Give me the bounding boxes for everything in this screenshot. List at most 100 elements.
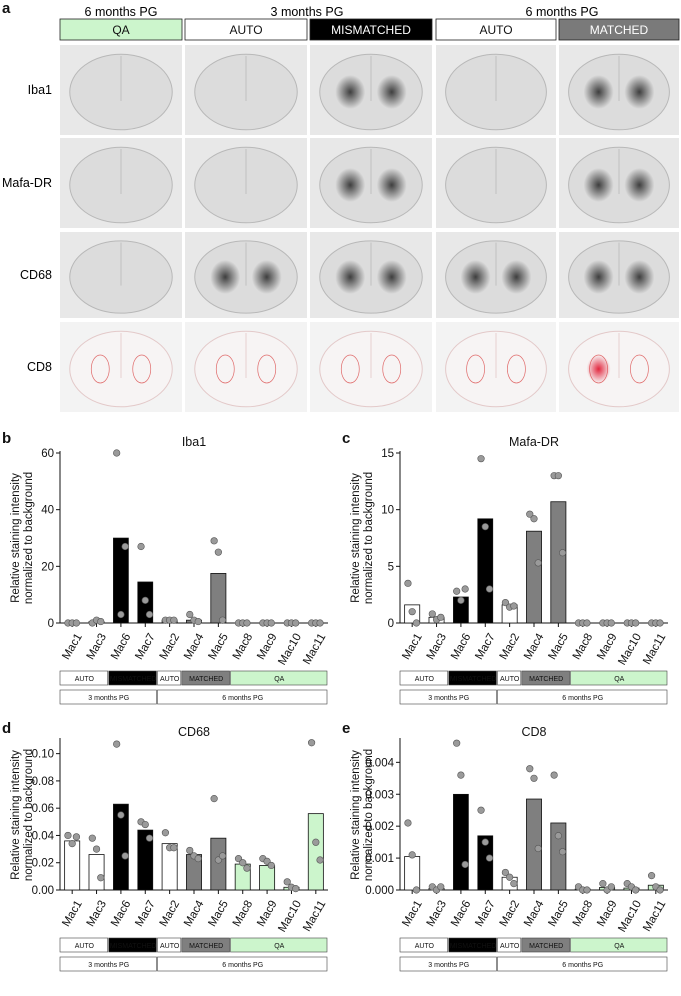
- staining-hotspot: [335, 75, 366, 109]
- y-tick-label: 0.004: [365, 757, 394, 769]
- period-legend-label: 3 months PG: [88, 962, 129, 969]
- group-legend-label: AUTO: [75, 943, 95, 950]
- x-tick-label: Mac6: [449, 632, 473, 662]
- group-legend-label: AUTO: [160, 943, 180, 950]
- bar: [550, 501, 567, 624]
- x-tick-label: Mac5: [206, 632, 230, 662]
- staining-hotspot: [501, 260, 532, 294]
- panel-letter-d: d: [2, 720, 12, 737]
- y-tick-label: 40: [41, 505, 54, 517]
- group-legend-label: MISMATCHED: [110, 676, 157, 683]
- group-header-box: [59, 18, 183, 41]
- group-legend-label: MATCHED: [189, 943, 223, 950]
- data-point: [64, 831, 72, 840]
- data-point: [534, 559, 542, 567]
- data-point: [113, 449, 121, 457]
- x-tick-label: Mac2: [158, 632, 182, 662]
- x-tick-label: Mac10: [276, 632, 304, 668]
- bar: [88, 854, 105, 891]
- data-point: [170, 844, 178, 852]
- group-legend-label: AUTO: [415, 943, 435, 950]
- data-point: [437, 883, 445, 891]
- staining-hotspot: [251, 260, 282, 294]
- data-point: [404, 579, 412, 587]
- period-legend-label: 6 months PG: [562, 695, 603, 702]
- cd8-bar-chart: CD8 Relative staining intensitynormalized…: [350, 725, 668, 972]
- chart-title: CD8: [521, 725, 546, 739]
- x-tick-label: Mac5: [546, 632, 570, 662]
- data-point: [477, 806, 485, 814]
- data-point: [267, 619, 275, 627]
- x-tick-label: Mac7: [133, 632, 157, 662]
- staining-hotspot: [583, 75, 614, 109]
- period-legend-box: [59, 956, 157, 972]
- data-point: [194, 855, 202, 863]
- data-point: [485, 585, 494, 593]
- data-point: [583, 619, 591, 627]
- group-legend-label: AUTO: [75, 676, 95, 683]
- x-tick-label: Mac8: [571, 899, 595, 929]
- data-point: [408, 608, 416, 616]
- bar: [526, 530, 542, 624]
- data-point: [583, 886, 591, 894]
- group-legend-box: [59, 937, 109, 953]
- x-tick-label: Mac3: [425, 899, 449, 929]
- group-legend-label: AUTO: [500, 943, 520, 950]
- period-legend-label: 3 months PG: [428, 962, 469, 969]
- data-point: [243, 864, 251, 872]
- data-point: [599, 880, 607, 888]
- y-tick-label: 0.10: [32, 749, 54, 761]
- y-axis-label: Relative staining intensitynormalized to…: [10, 472, 35, 604]
- row-label: CD68: [20, 268, 52, 282]
- period-legend-label: 3 months PG: [88, 695, 129, 702]
- group-legend-box: [230, 670, 328, 686]
- period-legend-box: [497, 689, 668, 705]
- y-tick-label: 0: [388, 618, 394, 630]
- group-legend-box: [497, 670, 522, 686]
- x-tick-label: Mac4: [182, 631, 207, 662]
- staining-hotspot: [583, 260, 614, 294]
- striatum-outline: [340, 354, 360, 384]
- chart-title: CD68: [178, 725, 210, 739]
- data-point: [283, 878, 291, 886]
- data-point: [477, 455, 485, 463]
- data-point: [292, 885, 300, 893]
- chart-title: Iba1: [182, 435, 206, 449]
- x-tick-label: Mac9: [255, 899, 279, 929]
- group-legend-label: QA: [274, 943, 284, 950]
- data-point: [141, 596, 149, 604]
- data-point: [316, 619, 324, 627]
- staining-hotspot: [335, 260, 366, 294]
- y-tick-label: 10: [381, 505, 394, 517]
- group-legend-label: AUTO: [500, 676, 520, 683]
- data-point: [210, 537, 218, 545]
- data-point: [506, 873, 514, 881]
- cd68-bar-chart: CD68 Relative staining intensitynormalize…: [10, 725, 328, 972]
- x-tick-label: Mac11: [641, 899, 668, 934]
- group-legend-box: [108, 937, 157, 953]
- x-tick-label: Mac2: [498, 899, 522, 929]
- y-tick-label: 20: [41, 561, 54, 573]
- data-point: [117, 610, 125, 619]
- data-point: [408, 851, 416, 859]
- bar: [453, 793, 469, 891]
- data-point: [170, 616, 178, 624]
- y-tick-label: 60: [41, 448, 54, 460]
- group-header-label: MATCHED: [590, 23, 649, 37]
- x-tick-label: Mac5: [546, 899, 570, 929]
- data-point: [307, 739, 316, 747]
- x-tick-label: Mac10: [276, 899, 304, 935]
- striatum-outline: [382, 354, 402, 384]
- data-point: [526, 765, 534, 773]
- group-legend-box: [399, 670, 449, 686]
- data-point: [501, 868, 510, 877]
- period-legend-box: [399, 689, 497, 705]
- data-point: [292, 619, 300, 627]
- y-tick-label: 0.02: [32, 858, 54, 870]
- data-point: [113, 740, 121, 748]
- data-point: [312, 838, 320, 846]
- group-legend-box: [230, 937, 328, 953]
- row-label: Iba1: [28, 83, 52, 97]
- striatum-outline: [215, 354, 235, 384]
- data-point: [534, 844, 542, 853]
